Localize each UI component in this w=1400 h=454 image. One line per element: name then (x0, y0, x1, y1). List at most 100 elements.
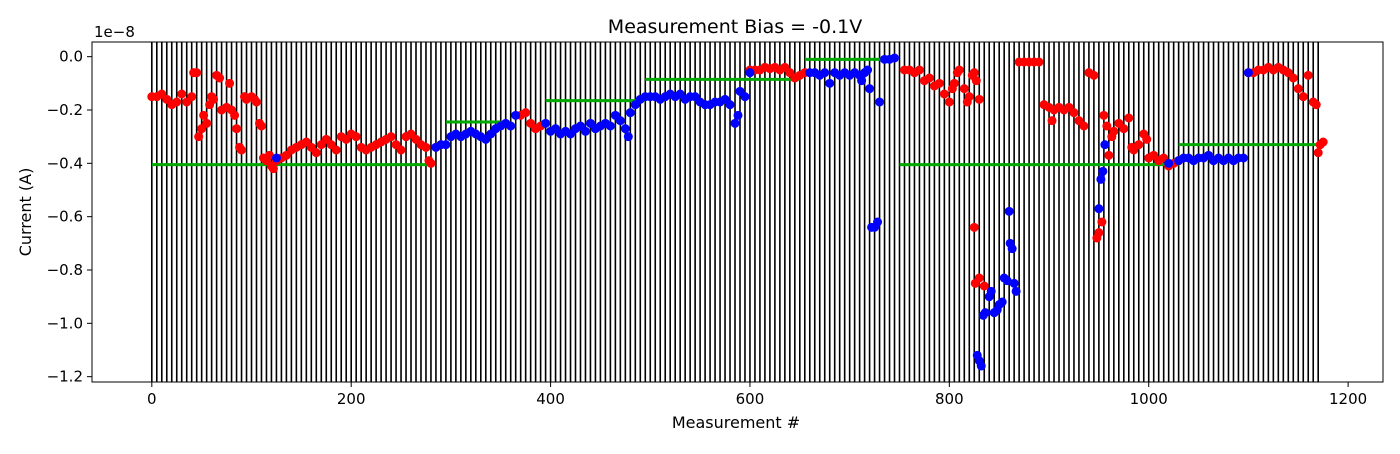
data-point (1098, 166, 1108, 176)
data-point (1134, 140, 1144, 150)
data-point (986, 286, 996, 296)
vertical-lines (151, 42, 1320, 382)
data-point (863, 65, 873, 75)
data-point (914, 65, 924, 75)
data-point (1009, 278, 1019, 288)
y-tick-label: 0.0 (59, 48, 83, 66)
x-tick-label: 800 (935, 390, 964, 408)
data-point (1318, 137, 1328, 147)
data-point (1094, 228, 1104, 238)
data-point (1069, 108, 1079, 118)
y-tick-label: −1.2 (47, 368, 83, 386)
data-point (1007, 244, 1017, 254)
data-point (733, 110, 743, 120)
data-point (256, 121, 266, 131)
data-point (890, 53, 900, 63)
data-point (421, 142, 431, 152)
data-point (1142, 134, 1152, 144)
data-point (924, 73, 934, 83)
data-point (745, 68, 755, 78)
data-point (1002, 276, 1012, 286)
data-point (1096, 174, 1106, 184)
data-point (311, 148, 321, 158)
data-point (954, 65, 964, 75)
data-point (997, 297, 1007, 307)
data-point (1097, 217, 1107, 227)
data-point (396, 145, 406, 155)
data-point (199, 110, 209, 120)
data-point (230, 110, 240, 120)
data-point (580, 126, 590, 136)
data-point (1104, 150, 1114, 160)
data-point (541, 118, 551, 128)
data-point (873, 217, 883, 227)
data-point (980, 308, 990, 318)
data-point (865, 84, 875, 94)
plot-area (147, 42, 1328, 382)
data-point (251, 97, 261, 107)
x-axis-ticks: 0 200 400 600 800 1000 1200 (147, 382, 1367, 408)
data-point (232, 124, 242, 134)
data-point (264, 150, 274, 160)
data-point (215, 73, 225, 83)
chart-title: Measurement Bias = -0.1V (608, 16, 862, 38)
data-point (386, 132, 396, 142)
x-tick-label: 200 (337, 390, 366, 408)
data-point (1288, 73, 1298, 83)
data-point (1102, 121, 1112, 131)
data-point (351, 132, 361, 142)
data-point (620, 124, 630, 134)
data-point (1079, 121, 1089, 131)
data-point (625, 108, 635, 118)
data-point (331, 145, 341, 155)
data-point (506, 121, 516, 131)
data-point (192, 68, 202, 78)
data-point (511, 110, 521, 120)
y-tick-label: −0.6 (47, 208, 83, 226)
x-tick-label: 400 (536, 390, 565, 408)
data-point (964, 92, 974, 102)
y-tick-label: −0.8 (47, 261, 83, 279)
data-point (1109, 126, 1119, 136)
data-point (1298, 92, 1308, 102)
y-tick-label: −1.0 (47, 314, 83, 332)
data-point (875, 97, 885, 107)
data-point (1243, 68, 1253, 78)
data-point (615, 116, 625, 126)
data-point (1293, 84, 1303, 94)
y-tick-label: −0.2 (47, 101, 83, 119)
data-point (202, 118, 212, 128)
y-axis-label: Current (A) (16, 168, 35, 257)
x-tick-label: 0 (147, 390, 157, 408)
data-point (1047, 116, 1057, 126)
data-point (976, 361, 986, 371)
data-point (1313, 148, 1323, 158)
data-point (177, 89, 187, 99)
data-point (1089, 70, 1099, 80)
data-point (225, 78, 235, 88)
data-point (1100, 140, 1110, 150)
data-point (740, 92, 750, 102)
y-tick-label: −0.4 (47, 154, 83, 172)
data-point (521, 108, 531, 118)
data-point (268, 164, 278, 174)
data-point (1164, 158, 1174, 168)
data-point (969, 222, 979, 232)
x-tick-label: 600 (736, 390, 765, 408)
data-point (949, 78, 959, 88)
data-point (237, 145, 247, 155)
data-point (1119, 124, 1129, 134)
data-point (1099, 110, 1109, 120)
horizontal-reference-lines (151, 57, 1319, 167)
data-point (1004, 206, 1014, 216)
data-point (187, 92, 197, 102)
data-point (623, 132, 633, 142)
data-point (971, 76, 981, 86)
data-point (605, 121, 615, 131)
data-point (725, 100, 735, 110)
data-point (979, 281, 989, 291)
data-points (147, 53, 1328, 371)
y-offset-label: 1e−8 (94, 23, 135, 41)
data-point (1034, 57, 1044, 67)
